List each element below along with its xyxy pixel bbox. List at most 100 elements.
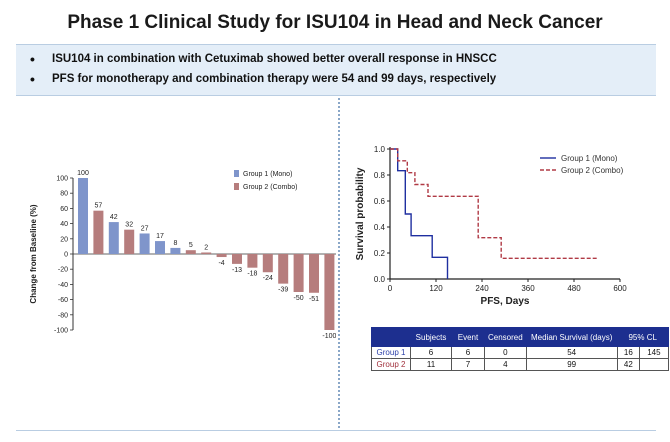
table-cell: 145 xyxy=(639,346,669,359)
bar-value-label: 57 xyxy=(95,203,103,210)
bar xyxy=(201,252,212,254)
bar-value-label: 2 xyxy=(204,244,208,251)
legend-swatch xyxy=(234,183,239,190)
x-tick-label: 480 xyxy=(567,284,581,293)
table-cell: 54 xyxy=(525,346,618,359)
bar xyxy=(324,254,335,330)
y-tick-label: 0.8 xyxy=(374,171,386,180)
table-cell: 99 xyxy=(525,358,618,371)
table-cell: 6 xyxy=(410,346,452,359)
legend-label: Group 1 (Mono) xyxy=(243,171,292,178)
table-cell: Group 2 xyxy=(371,358,411,371)
y-tick-label: -40 xyxy=(58,282,68,289)
y-tick-label: -60 xyxy=(58,297,68,304)
y-axis-title: Survival probability xyxy=(355,167,366,260)
bar-value-label: 17 xyxy=(156,233,164,240)
bar xyxy=(247,254,258,268)
bar xyxy=(124,229,135,254)
x-axis-title: PFS, Days xyxy=(481,296,530,307)
table-row: Group 1 6 6 0 54 16 145 xyxy=(371,346,669,359)
bar-value-label: 42 xyxy=(110,214,118,221)
y-tick-label: 60 xyxy=(60,206,68,213)
bar xyxy=(185,250,196,254)
y-tick-label: 100 xyxy=(56,176,68,183)
bar-value-label: -51 xyxy=(309,296,319,303)
bullet-response: ISU104 in combination with Cetuximab sho… xyxy=(30,49,656,69)
table-cell xyxy=(639,358,669,371)
table-header-cell: Censored xyxy=(484,327,527,347)
x-tick-label: 360 xyxy=(521,284,535,293)
bar xyxy=(78,178,88,254)
bar-value-label: -18 xyxy=(247,271,257,278)
y-tick-label: 0.6 xyxy=(374,197,386,206)
legend-label: Group 1 (Mono) xyxy=(561,154,618,163)
bar xyxy=(108,222,119,254)
series-line-mono xyxy=(390,148,449,279)
y-tick-label: 1.0 xyxy=(374,145,386,154)
bar-value-label: -100 xyxy=(322,333,336,340)
series-line-combo xyxy=(390,148,597,260)
table-cell: 16 xyxy=(616,346,641,359)
y-tick-label: 0.4 xyxy=(374,223,386,232)
bar xyxy=(262,254,273,273)
bar xyxy=(93,210,104,254)
footer-rule xyxy=(16,430,656,431)
y-tick-label: -100 xyxy=(54,328,68,335)
y-tick-label: 0.0 xyxy=(374,275,386,284)
bar xyxy=(216,254,227,258)
x-tick-label: 120 xyxy=(429,284,443,293)
table-header-cell xyxy=(371,327,411,347)
table-cell: 6 xyxy=(451,346,485,359)
bar xyxy=(139,233,150,254)
bar-value-label: -24 xyxy=(263,275,273,282)
bar-value-label: -4 xyxy=(218,260,224,267)
x-tick-label: 0 xyxy=(388,284,393,293)
y-tick-label: 20 xyxy=(60,236,68,243)
table-cell: 11 xyxy=(410,358,452,371)
y-tick-label: 80 xyxy=(60,191,68,198)
x-tick-label: 600 xyxy=(613,284,627,293)
table-cell: 7 xyxy=(451,358,485,371)
y-tick-label: -20 xyxy=(58,267,68,274)
table-header-cell: Median Survival (days) xyxy=(525,327,618,347)
bar xyxy=(309,254,319,293)
kaplan-meier-chart: 0.0 0.2 0.4 0.6 0.8 1.0 0 120 240 360 480 600 PFS, D… xyxy=(355,145,627,307)
slide-title: Phase 1 Clinical Study for ISU104 in Hea… xyxy=(67,12,603,33)
table-row: Group 2 11 7 4 99 42 xyxy=(371,358,669,371)
legend-label: Group 2 (Combo) xyxy=(561,166,624,175)
bar xyxy=(278,254,289,284)
y-axis-title: Change from Baseline (%) xyxy=(29,204,38,303)
bar xyxy=(293,254,304,292)
bullet-pfs: PFS for monotherapy and combination ther… xyxy=(30,69,656,89)
table-header-row: Subjects Event Censored Median Survival … xyxy=(371,327,669,347)
y-tick-label: 0.2 xyxy=(374,249,386,258)
table-cell: 42 xyxy=(616,358,641,371)
panel-divider xyxy=(338,98,340,428)
bar-value-label: -50 xyxy=(294,295,304,302)
table-cell: 4 xyxy=(484,358,527,371)
bar-value-label: 27 xyxy=(141,225,149,232)
bar xyxy=(170,247,181,254)
bar-value-label: 32 xyxy=(125,222,133,229)
table-header-cell: Event xyxy=(451,327,485,347)
summary-bullets: ISU104 in combination with Cetuximab sho… xyxy=(16,45,656,89)
y-tick-label: -80 xyxy=(58,312,68,319)
bar-value-label: -13 xyxy=(232,267,242,274)
legend-swatch xyxy=(234,170,239,177)
table-cell: 0 xyxy=(484,346,527,359)
table-cell: Group 1 xyxy=(371,346,411,359)
legend-label: Group 2 (Combo) xyxy=(243,184,297,191)
summary-banner: ISU104 in combination with Cetuximab sho… xyxy=(16,44,656,96)
y-tick-label: 40 xyxy=(60,221,68,228)
waterfall-chart: 100 80 60 40 20 0 -20 -40 -60 -80 -100 Change from … xyxy=(29,170,336,340)
bar xyxy=(155,241,165,254)
y-tick-label: 0 xyxy=(64,252,68,259)
table-header-cell: Subjects xyxy=(410,327,452,347)
bar-value-label: 100 xyxy=(77,170,89,177)
bar xyxy=(232,254,242,264)
bar-value-label: 5 xyxy=(189,242,193,249)
bar-value-label: -39 xyxy=(278,287,288,294)
table-header-cell: 95% CL xyxy=(616,327,669,347)
x-tick-label: 240 xyxy=(475,284,489,293)
bar-value-label: 8 xyxy=(173,240,177,247)
